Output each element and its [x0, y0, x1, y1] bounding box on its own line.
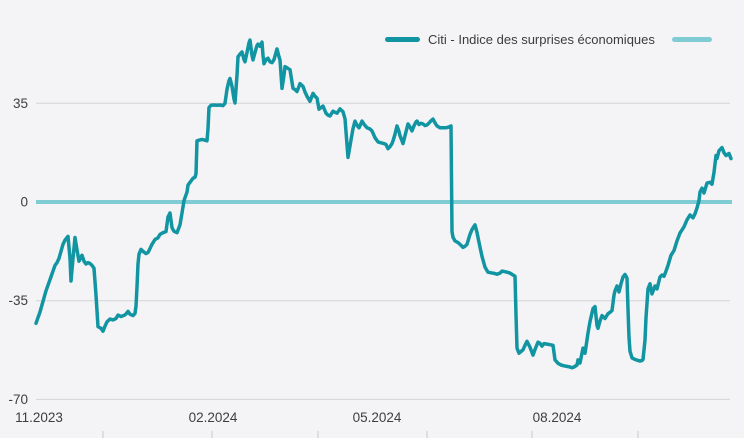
y-axis-tick-label: -70 [8, 392, 28, 407]
legend-label-citi: Citi - Indice des surprises économiques [428, 32, 655, 47]
legend-item-citi-surprise-index[interactable]: Citi - Indice des surprises économiques [385, 33, 655, 46]
legend-item-zero-line[interactable] [672, 33, 712, 46]
y-axis-tick-label: 35 [13, 96, 28, 111]
y-axis-tick-label: -35 [8, 293, 28, 308]
x-axis-tick-label: 08.2024 [533, 410, 582, 425]
x-axis-tick-label: 11.2023 [15, 410, 63, 425]
legend-line-marker-zero-line [672, 37, 712, 42]
legend-line-marker-citi [385, 37, 420, 42]
legend: Citi - Indice des surprises économiques [0, 0, 744, 50]
x-axis-tick-label: 02.2024 [189, 410, 238, 425]
series-line-citi-surprise-index [34, 38, 733, 370]
x-axis-tick-label: 05.2024 [353, 410, 402, 425]
y-axis-tick-label: 0 [20, 195, 28, 210]
